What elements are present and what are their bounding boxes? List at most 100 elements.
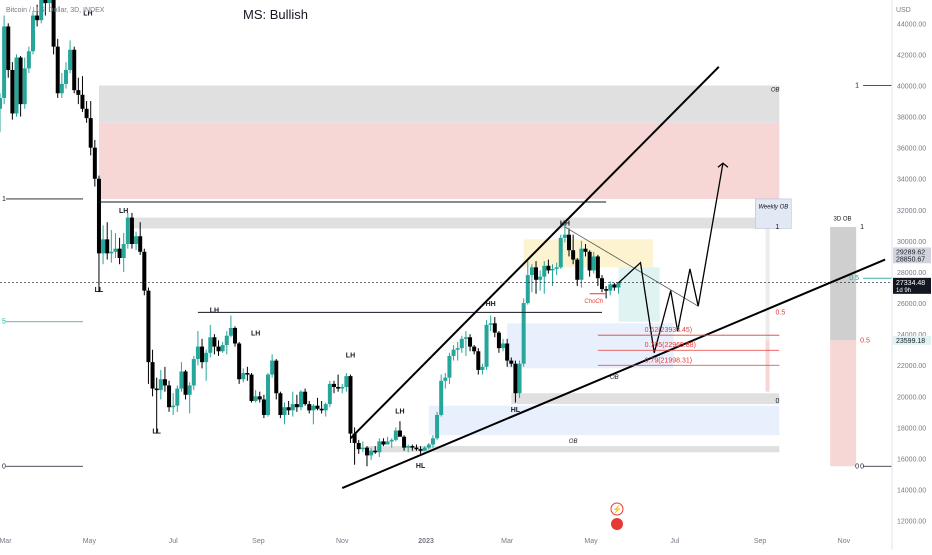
- weekly-ob-box: [755, 198, 792, 229]
- ob-label: OB: [610, 375, 619, 381]
- candle-body: [426, 444, 431, 448]
- y-tick-label: 40000.00: [897, 83, 926, 90]
- flash-icon-glyph: ⚡: [612, 504, 622, 514]
- candle-body: [571, 250, 576, 260]
- candle-body: [278, 393, 283, 415]
- x-tick-label: Mar: [0, 538, 12, 545]
- ob-zone-mid: [131, 217, 780, 229]
- left-fib-label: 1: [2, 196, 6, 203]
- candle-body: [397, 430, 402, 437]
- candle-body: [105, 239, 110, 254]
- swing-label: HH: [486, 301, 496, 308]
- candle-body: [558, 237, 563, 268]
- candle-body: [10, 69, 15, 114]
- projection-path: [618, 163, 724, 353]
- x-tick-label: Sep: [252, 538, 265, 545]
- candle-body: [472, 346, 477, 352]
- fib-label: 0.79(21998.31): [645, 357, 692, 364]
- candle-body: [575, 259, 580, 280]
- candle-body: [435, 414, 440, 439]
- candle-body: [604, 289, 609, 291]
- candle-body: [191, 359, 196, 386]
- candle-body: [6, 26, 11, 70]
- x-tick-label: 2023: [418, 538, 434, 545]
- candle-body: [270, 360, 275, 375]
- candle-body: [463, 337, 468, 339]
- candle-body: [430, 438, 435, 445]
- candle-body: [117, 248, 122, 259]
- y-tick-label: 28000.00: [897, 270, 926, 277]
- price-tag: [893, 277, 931, 294]
- price-tag-value: 28850.67: [896, 256, 925, 263]
- candle-body: [505, 343, 510, 361]
- right-fib-label: 0: [855, 463, 859, 470]
- candle-body: [583, 248, 588, 252]
- ob-zone-low: [511, 393, 780, 405]
- candle-body: [220, 345, 225, 352]
- candle-body: [22, 68, 27, 105]
- candle-body: [55, 46, 60, 94]
- fib-label: 0.62(23933.45): [645, 327, 692, 334]
- candle-body: [459, 338, 464, 349]
- candle-body: [513, 363, 518, 394]
- y-tick-label: 14000.00: [897, 488, 926, 495]
- candle-body: [439, 380, 444, 415]
- candle-body: [51, 0, 56, 47]
- candle-body: [47, 0, 52, 4]
- x-tick-label: Nov: [336, 538, 349, 545]
- left-fib-label: 5: [2, 319, 6, 326]
- weekly-ob-fib: 0: [776, 398, 780, 405]
- y-tick-label: 42000.00: [897, 52, 926, 59]
- candle-body: [356, 442, 361, 450]
- candle-body: [290, 404, 295, 411]
- candle-body: [208, 337, 213, 353]
- candle-body: [282, 407, 287, 415]
- three-d-ob-fib: 0.5: [860, 337, 870, 344]
- swing-label: LL: [152, 429, 161, 436]
- price-tag-countdown: 1d 9h: [896, 288, 911, 294]
- candle-body: [554, 267, 559, 269]
- x-tick-label: Jul: [169, 538, 178, 545]
- symbol-line: Bitcoin / U.S. Dollar, 3D, INDEX: [6, 7, 105, 14]
- left-fib-label: 0: [2, 463, 6, 470]
- upper-trendline: [349, 66, 720, 440]
- swing-label: HL: [511, 407, 521, 414]
- right-fib-label: 1: [855, 82, 859, 89]
- candle-body: [336, 387, 341, 389]
- price-tag-value: 29289.62: [896, 249, 925, 256]
- y-tick-label: 22000.00: [897, 363, 926, 370]
- candle-body: [389, 439, 394, 442]
- candle-body: [26, 51, 31, 69]
- descending-line: [564, 226, 699, 307]
- candle-body: [18, 57, 23, 105]
- candle-body: [154, 388, 159, 391]
- y-tick-label: 36000.00: [897, 146, 926, 153]
- weekly-ob-bar-low: [765, 340, 770, 392]
- candle-body: [414, 447, 419, 450]
- candle-body: [204, 352, 209, 363]
- candle-body: [175, 388, 180, 406]
- candle-body: [125, 217, 130, 245]
- candle-body: [224, 335, 229, 346]
- x-tick-label: Jul: [670, 538, 679, 545]
- candle-body: [167, 385, 172, 408]
- three-d-ob-fib: 0: [860, 463, 864, 470]
- candle-body: [501, 343, 506, 349]
- candle-body: [562, 234, 567, 238]
- candle-body: [521, 303, 526, 364]
- candle-body: [484, 324, 489, 367]
- y-tick-label: 16000.00: [897, 457, 926, 464]
- candle-body: [579, 248, 584, 280]
- swing-label: LH: [251, 331, 260, 338]
- candle-body: [14, 57, 19, 114]
- candle-body: [253, 396, 258, 401]
- candle-body: [183, 371, 188, 395]
- swing-label: LH: [119, 208, 128, 215]
- candle-body: [406, 446, 411, 448]
- candle-body: [550, 268, 555, 271]
- candle-body: [612, 284, 617, 288]
- candle-body: [517, 363, 522, 394]
- candle-body: [216, 346, 221, 352]
